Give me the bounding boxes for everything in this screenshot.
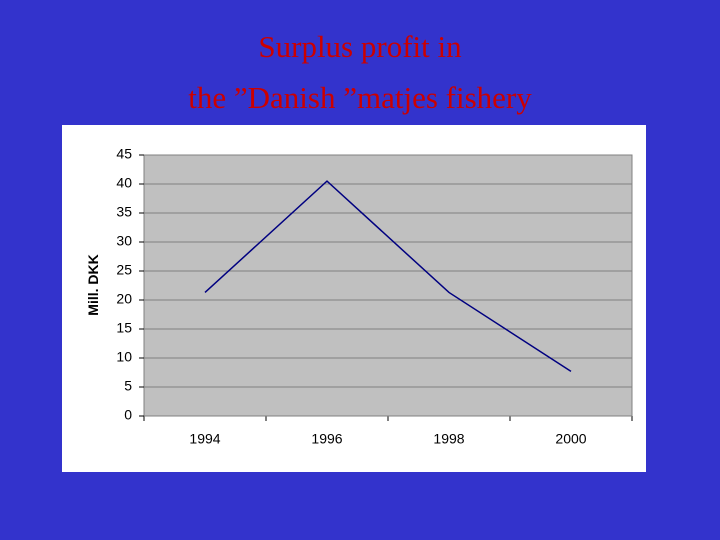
- y-tick-label: 40: [116, 175, 132, 191]
- y-tick-label: 30: [116, 233, 132, 249]
- plot-area: [143, 154, 633, 417]
- y-axis-label: Mill. DKK: [85, 254, 101, 315]
- x-tick-label: 1994: [189, 431, 220, 447]
- y-tick-label: 35: [116, 204, 132, 220]
- y-tick-label: 25: [116, 262, 132, 278]
- x-tick-label: 1996: [311, 431, 342, 447]
- data-line: [204, 180, 572, 372]
- y-tick-label: 10: [116, 349, 132, 365]
- x-tick-label: 1998: [433, 431, 464, 447]
- y-tick-label: 0: [124, 407, 132, 423]
- title-line: the ”Danish ”matjes fishery: [188, 80, 532, 115]
- y-tick-label: 15: [116, 320, 132, 336]
- y-tick-label: 20: [116, 291, 132, 307]
- x-tick-label: 2000: [555, 431, 586, 447]
- title-line: Surplus profit in: [258, 29, 462, 64]
- y-tick-label: 45: [116, 146, 132, 162]
- y-tick-label: 5: [124, 378, 132, 394]
